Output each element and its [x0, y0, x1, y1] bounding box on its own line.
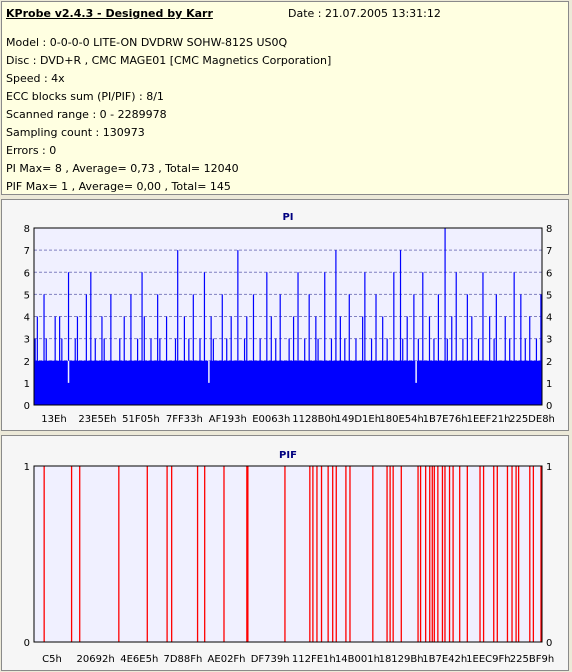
pi-xtick-label: 149D1Eh	[335, 414, 381, 425]
pif-ytick-right: 0	[546, 638, 552, 649]
pi-ytick-right: 2	[546, 357, 552, 368]
pi-ytick-left: 8	[24, 224, 30, 235]
pi-chart-title: PI	[282, 212, 293, 223]
pi-xtick-label: 1B7E76h	[423, 414, 468, 425]
disc-line: Disc : DVD+R , CMC MAGE01 [CMC Magnetics…	[6, 54, 332, 67]
pif-chart-title: PIF	[279, 450, 297, 461]
pif-xtick-label: 20692h	[77, 654, 115, 665]
pi-ytick-left: 0	[24, 401, 30, 412]
pi-ytick-right: 0	[546, 401, 552, 412]
pif-plot-area	[34, 466, 542, 642]
pi-ytick-right: 5	[546, 290, 552, 301]
pi-xtick-label: 23E5Eh	[78, 414, 116, 425]
pi-baseline-bars	[34, 360, 542, 405]
pif-stats-line: PIF Max= 1 , Average= 0,00 , Total= 145	[6, 180, 231, 193]
pi-ytick-right: 3	[546, 335, 552, 346]
scan-date: Date : 21.07.2005 13:31:12	[288, 7, 441, 20]
pif-ytick-left: 1	[24, 462, 30, 473]
pi-xtick-label: 13Eh	[41, 414, 66, 425]
pif-chart: PIF 0 0 1 1 C5h 20692h 4E6E5h 7D88Fh AE02Fh DF739h…	[24, 450, 555, 665]
pi-xtick-label: 225DE8h	[509, 414, 555, 425]
pi-ytick-right: 4	[546, 313, 552, 324]
pi-ytick-right: 1	[546, 379, 552, 390]
pi-stats-line: PI Max= 8 , Average= 0,73 , Total= 12040	[6, 162, 239, 175]
range-line: Scanned range : 0 - 2289978	[6, 108, 167, 121]
pi-xtick-label: 180E54h	[379, 414, 423, 425]
pif-ytick-right: 1	[546, 462, 552, 473]
pi-chart: PI 0 0 1 1 2 2 3 3 4 4 5 5 6 6 7 7 8 8 13Eh 23E5Eh 51F05h 7FF3…	[24, 212, 555, 425]
pi-ytick-right: 8	[546, 224, 552, 235]
model-line: Model : 0-0-0-0 LITE-ON DVDRW SOHW-812S …	[6, 36, 288, 49]
pif-xtick-label: C5h	[42, 654, 62, 665]
pi-ytick-right: 6	[546, 268, 552, 279]
pif-chart-panel: PIF 0 0 1 1 C5h 20692h 4E6E5h 7D88Fh AE02Fh DF739h…	[1, 435, 569, 671]
pi-xtick-label: 1EEF21h	[467, 414, 511, 425]
pi-ytick-left: 7	[24, 246, 30, 257]
pif-xtick-label: 7D88Fh	[163, 654, 202, 665]
pi-ytick-left: 2	[24, 357, 30, 368]
pif-xtick-label: 4E6E5h	[120, 654, 158, 665]
pif-ytick-left: 0	[24, 638, 30, 649]
pi-xtick-label: AF193h	[209, 414, 247, 425]
pif-xtick-label: 225BF9h	[510, 654, 554, 665]
pi-xtick-label: 7FF33h	[166, 414, 203, 425]
pi-ytick-right: 7	[546, 246, 552, 257]
pi-xtick-label: E0063h	[252, 414, 290, 425]
pi-ytick-left: 6	[24, 268, 30, 279]
pi-xtick-label: 1128B0h	[292, 414, 337, 425]
ecc-line: ECC blocks sum (PI/PIF) : 8/1	[6, 90, 164, 103]
pif-xtick-label: AE02Fh	[208, 654, 246, 665]
pi-xtick-label: 51F05h	[122, 414, 160, 425]
pif-xtick-label: 112FE1h	[292, 654, 336, 665]
pif-xtick-label: 1B7E42h	[422, 654, 467, 665]
pi-ytick-left: 4	[24, 313, 30, 324]
pi-ytick-left: 5	[24, 290, 30, 301]
info-panel: KProbe v2.4.3 - Designed by Karr Date : …	[1, 1, 569, 195]
pif-xtick-label: 1EEC9Fh	[466, 654, 510, 665]
pif-xtick-label: 18129Bh	[379, 654, 424, 665]
pi-plot-frame	[33, 227, 543, 406]
pi-chart-panel: PI 0 0 1 1 2 2 3 3 4 4 5 5 6 6 7 7 8 8 13Eh 23E5Eh 51F05h 7FF3…	[1, 199, 569, 431]
pi-ytick-left: 3	[24, 335, 30, 346]
speed-line: Speed : 4x	[6, 72, 65, 85]
pif-xtick-label: DF739h	[251, 654, 290, 665]
pif-xtick-label: 14B001h	[335, 654, 380, 665]
pif-plot-frame	[33, 465, 543, 643]
sampling-line: Sampling count : 130973	[6, 126, 145, 139]
errors-line: Errors : 0	[6, 144, 57, 157]
pi-ytick-left: 1	[24, 379, 30, 390]
app-title: KProbe v2.4.3 - Designed by Karr	[6, 7, 213, 20]
